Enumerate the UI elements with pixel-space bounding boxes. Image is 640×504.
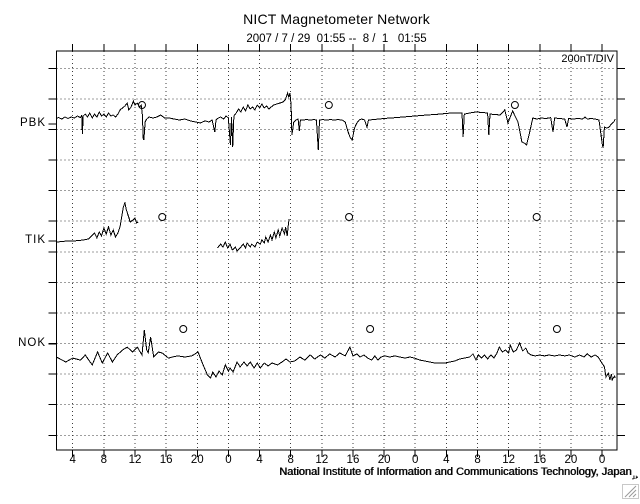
x-tick-label: 4 <box>69 454 76 466</box>
trace-pbk <box>56 91 616 151</box>
x-tick-label: 12 <box>315 454 329 466</box>
x-tick-label: 16 <box>533 454 547 466</box>
noon-marker-pbk <box>510 101 519 110</box>
x-tick-label: 8 <box>287 454 294 466</box>
x-tick-label: 4 <box>443 454 450 466</box>
x-tick-label: 20 <box>564 454 578 466</box>
footer-credit-text: National Institute of Information and Co… <box>279 466 632 478</box>
station-label-tik: TIK <box>25 234 46 246</box>
trace-tik <box>56 201 139 243</box>
noon-marker-pbk <box>324 101 333 110</box>
x-tick-label: 8 <box>100 454 108 466</box>
scale-per-division-label: 200nT/DIV <box>561 53 614 65</box>
noon-marker-tik <box>532 212 541 221</box>
station-label-pbk: PBK <box>19 117 46 129</box>
footer-artifact: ,,ıu▪ <box>631 475 639 481</box>
noon-marker-nok <box>366 325 375 334</box>
x-tick-label: 16 <box>346 454 360 466</box>
figure-title: NICT Magnetometer Network <box>243 11 430 27</box>
x-tick-label: 16 <box>159 454 173 466</box>
footer-credit: National Institute of Information and Co… <box>279 466 639 481</box>
noon-marker-tik <box>345 212 354 221</box>
x-tick-label: 12 <box>502 454 516 466</box>
noon-marker-nok <box>179 325 188 334</box>
resize-grip-icon <box>622 484 639 499</box>
station-label-nok: NOK <box>18 337 46 349</box>
x-tick-label: 4 <box>256 454 263 466</box>
noon-marker-tik <box>158 212 167 221</box>
x-tick-label: 20 <box>190 454 204 466</box>
figure-date-range: 2007 / 7 / 29 01:55 -- 8 / 1 01:55 <box>246 33 427 45</box>
resize-grip[interactable] <box>622 484 639 499</box>
x-tick-label: 0 <box>598 454 606 466</box>
x-tick-label: 8 <box>474 454 481 466</box>
x-tick-label: 0 <box>225 454 232 466</box>
x-tick-label: 12 <box>128 454 142 466</box>
noon-marker-nok <box>552 325 561 334</box>
trace-tik <box>217 218 290 252</box>
x-tick-label: 0 <box>412 454 419 466</box>
x-tick-label: 20 <box>377 454 391 466</box>
trace-nok <box>56 329 616 382</box>
plot-border <box>56 50 618 451</box>
